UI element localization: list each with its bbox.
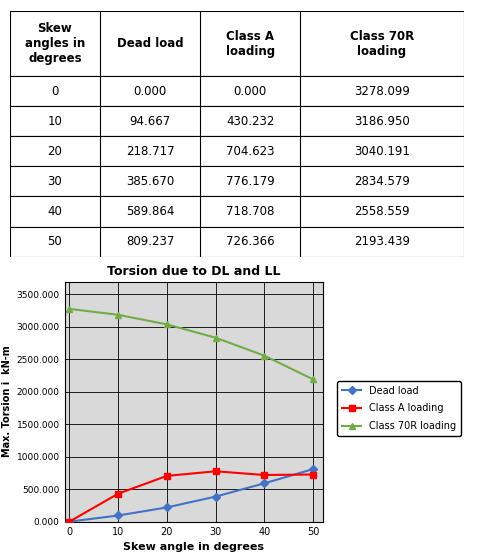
Bar [10, 11, 464, 76]
Text: 3040.191: 3040.191 [354, 145, 410, 158]
Text: 2834.579: 2834.579 [354, 175, 410, 188]
Text: 0: 0 [51, 84, 59, 98]
Text: 704.623: 704.623 [226, 145, 274, 158]
Title: Torsion due to DL and LL: Torsion due to DL and LL [107, 264, 280, 278]
Y-axis label: Max. Torsion i  kN-m: Max. Torsion i kN-m [2, 346, 12, 458]
X-axis label: Skew angle in degrees: Skew angle in degrees [123, 542, 264, 552]
Text: 385.670: 385.670 [126, 175, 174, 188]
Bar [10, 76, 464, 106]
Text: 20: 20 [47, 145, 63, 158]
Text: 430.232: 430.232 [226, 115, 274, 128]
Text: Class A
loading: Class A loading [226, 30, 275, 57]
Text: 589.864: 589.864 [126, 205, 174, 218]
Text: 809.237: 809.237 [126, 235, 174, 248]
Text: 218.717: 218.717 [126, 145, 174, 158]
Text: 2558.559: 2558.559 [354, 205, 410, 218]
Legend: Dead load, Class A loading, Class 70R loading: Dead load, Class A loading, Class 70R lo… [337, 381, 461, 436]
Text: Dead load: Dead load [117, 37, 184, 50]
Text: 3186.950: 3186.950 [354, 115, 410, 128]
Text: 40: 40 [47, 205, 63, 218]
Text: 10: 10 [47, 115, 63, 128]
Bar [10, 166, 464, 197]
Text: 726.366: 726.366 [226, 235, 274, 248]
Text: 50: 50 [48, 235, 62, 248]
Text: 2193.439: 2193.439 [354, 235, 410, 248]
Bar [10, 226, 464, 257]
Text: 0.000: 0.000 [134, 84, 167, 98]
Bar [10, 136, 464, 166]
Text: 3278.099: 3278.099 [354, 84, 410, 98]
Bar [10, 197, 464, 226]
Text: 718.708: 718.708 [226, 205, 274, 218]
Text: 0.000: 0.000 [234, 84, 267, 98]
Text: 776.179: 776.179 [226, 175, 274, 188]
Text: Skew
angles in
degrees: Skew angles in degrees [25, 22, 85, 65]
Text: Class 70R
loading: Class 70R loading [350, 30, 414, 57]
Bar [10, 106, 464, 136]
Text: 94.667: 94.667 [130, 115, 171, 128]
Text: 30: 30 [48, 175, 62, 188]
